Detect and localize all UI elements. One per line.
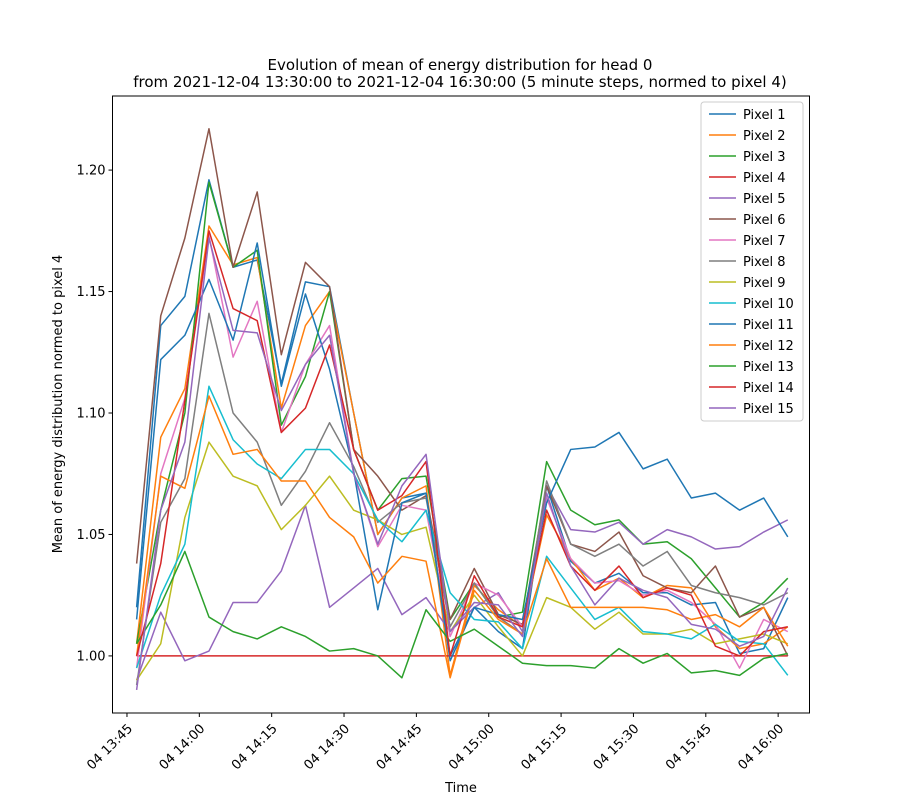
- legend-label: Pixel 12: [743, 339, 794, 354]
- legend-label: Pixel 3: [743, 150, 785, 165]
- series-line-15: [135, 237, 789, 691]
- series-line-14: [135, 230, 788, 657]
- legend-label: Pixel 6: [743, 213, 785, 228]
- y-tick-label: 1.10: [77, 407, 106, 422]
- series-line-8: [135, 312, 789, 686]
- legend-label: Pixel 1: [743, 108, 785, 123]
- x-axis-label: Time: [444, 781, 477, 796]
- legend-label: Pixel 5: [743, 192, 785, 207]
- legend-label: Pixel 8: [743, 255, 785, 270]
- legend-label: Pixel 15: [743, 402, 794, 417]
- legend-label: Pixel 7: [743, 234, 785, 249]
- y-axis-label: Mean of energy distribution normed to pi…: [51, 255, 66, 554]
- y-tick-label: 1.20: [77, 164, 106, 179]
- series-line-5: [135, 485, 789, 681]
- series-line-13: [135, 550, 788, 679]
- legend-label: Pixel 9: [743, 276, 785, 291]
- legend-label: Pixel 10: [743, 297, 794, 312]
- series-line-3: [135, 181, 789, 644]
- legend-label: Pixel 13: [743, 360, 794, 375]
- plot-frame: [112, 95, 810, 714]
- y-tick-label: 1.05: [77, 528, 106, 543]
- series-line-6: [135, 128, 789, 657]
- y-tick-label: 1.00: [77, 649, 106, 664]
- legend: Pixel 1 Pixel 2 Pixel 3 Pixel 4 Pixel 5 Pixel…: [700, 101, 804, 422]
- chart-subtitle: from 2021-12-04 13:30:00 to 2021-12-04 1…: [133, 73, 787, 91]
- legend-label: Pixel 11: [743, 318, 794, 333]
- legend-box: [700, 101, 804, 422]
- series-line-2: [135, 225, 789, 677]
- legend-label: Pixel 4: [743, 171, 785, 186]
- legend-label: Pixel 14: [743, 381, 794, 396]
- chart-title: Evolution of mean of energy distribution…: [268, 56, 653, 74]
- series-line-7: [135, 234, 789, 669]
- series-line-12: [135, 395, 789, 679]
- y-axis-ticks: 1.00 1.05 1.10 1.15 1.20: [77, 164, 113, 664]
- y-tick-label: 1.15: [77, 285, 106, 300]
- legend-label: Pixel 2: [743, 129, 785, 144]
- series-lines: [135, 128, 789, 691]
